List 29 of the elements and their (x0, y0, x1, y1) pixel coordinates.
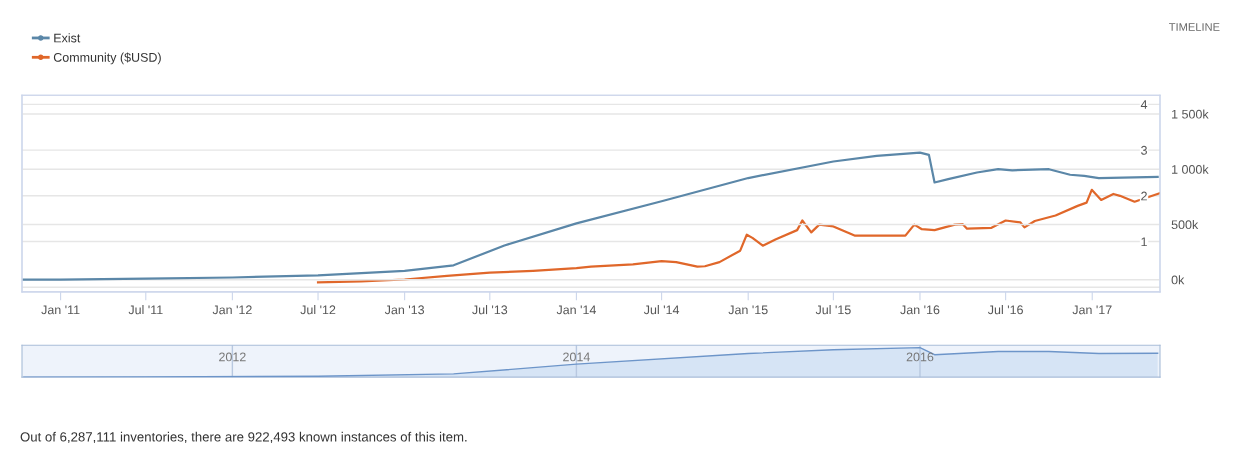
y-tick-label: 4 (1140, 100, 1148, 109)
legend-label: Community ($USD) (53, 52, 161, 65)
x-tick-label: Jan '12 (212, 305, 252, 315)
x-tick-label: Jan '15 (728, 305, 768, 315)
line-series (316, 188, 1160, 284)
y2-tick-label: 0k (1171, 275, 1185, 285)
y2-tick-label: 500k (1171, 219, 1199, 230)
text: Out of 6,287,111 inventories, there are 922,493 known instances of this item. (20, 431, 467, 444)
text: TIMELINE (1169, 23, 1220, 31)
y-tick-label: 1 (1141, 237, 1147, 247)
y2-tick-label: 1 000k (1172, 164, 1209, 174)
x-tick-label: Jul '16 (987, 305, 1023, 315)
y2-tick-label: 1 500k (1172, 109, 1209, 119)
x-tick-label: Jul '15 (815, 305, 851, 315)
x-tick-label: 2016 (906, 352, 934, 362)
x-tick-label: Jul '13 (472, 305, 508, 315)
y-tick-label: 3 (1141, 145, 1147, 155)
x-tick-label: Jan '16 (900, 305, 940, 315)
x-tick-label: Jan '17 (1072, 305, 1112, 315)
x-tick-label: Jul '11 (128, 305, 163, 315)
x-tick-label: Jul '14 (643, 305, 680, 315)
x-tick-label: 2012 (219, 352, 246, 362)
x-tick-label: Jan '14 (556, 305, 596, 315)
x-tick-label: 2014 (563, 352, 590, 362)
x-tick-label: Jan '13 (384, 305, 425, 315)
x-tick-label: Jul '12 (300, 305, 336, 315)
y-tick-label: 2 (1141, 191, 1147, 201)
legend-label: Exist (54, 33, 81, 43)
x-tick-label: Jan '11 (41, 305, 80, 315)
